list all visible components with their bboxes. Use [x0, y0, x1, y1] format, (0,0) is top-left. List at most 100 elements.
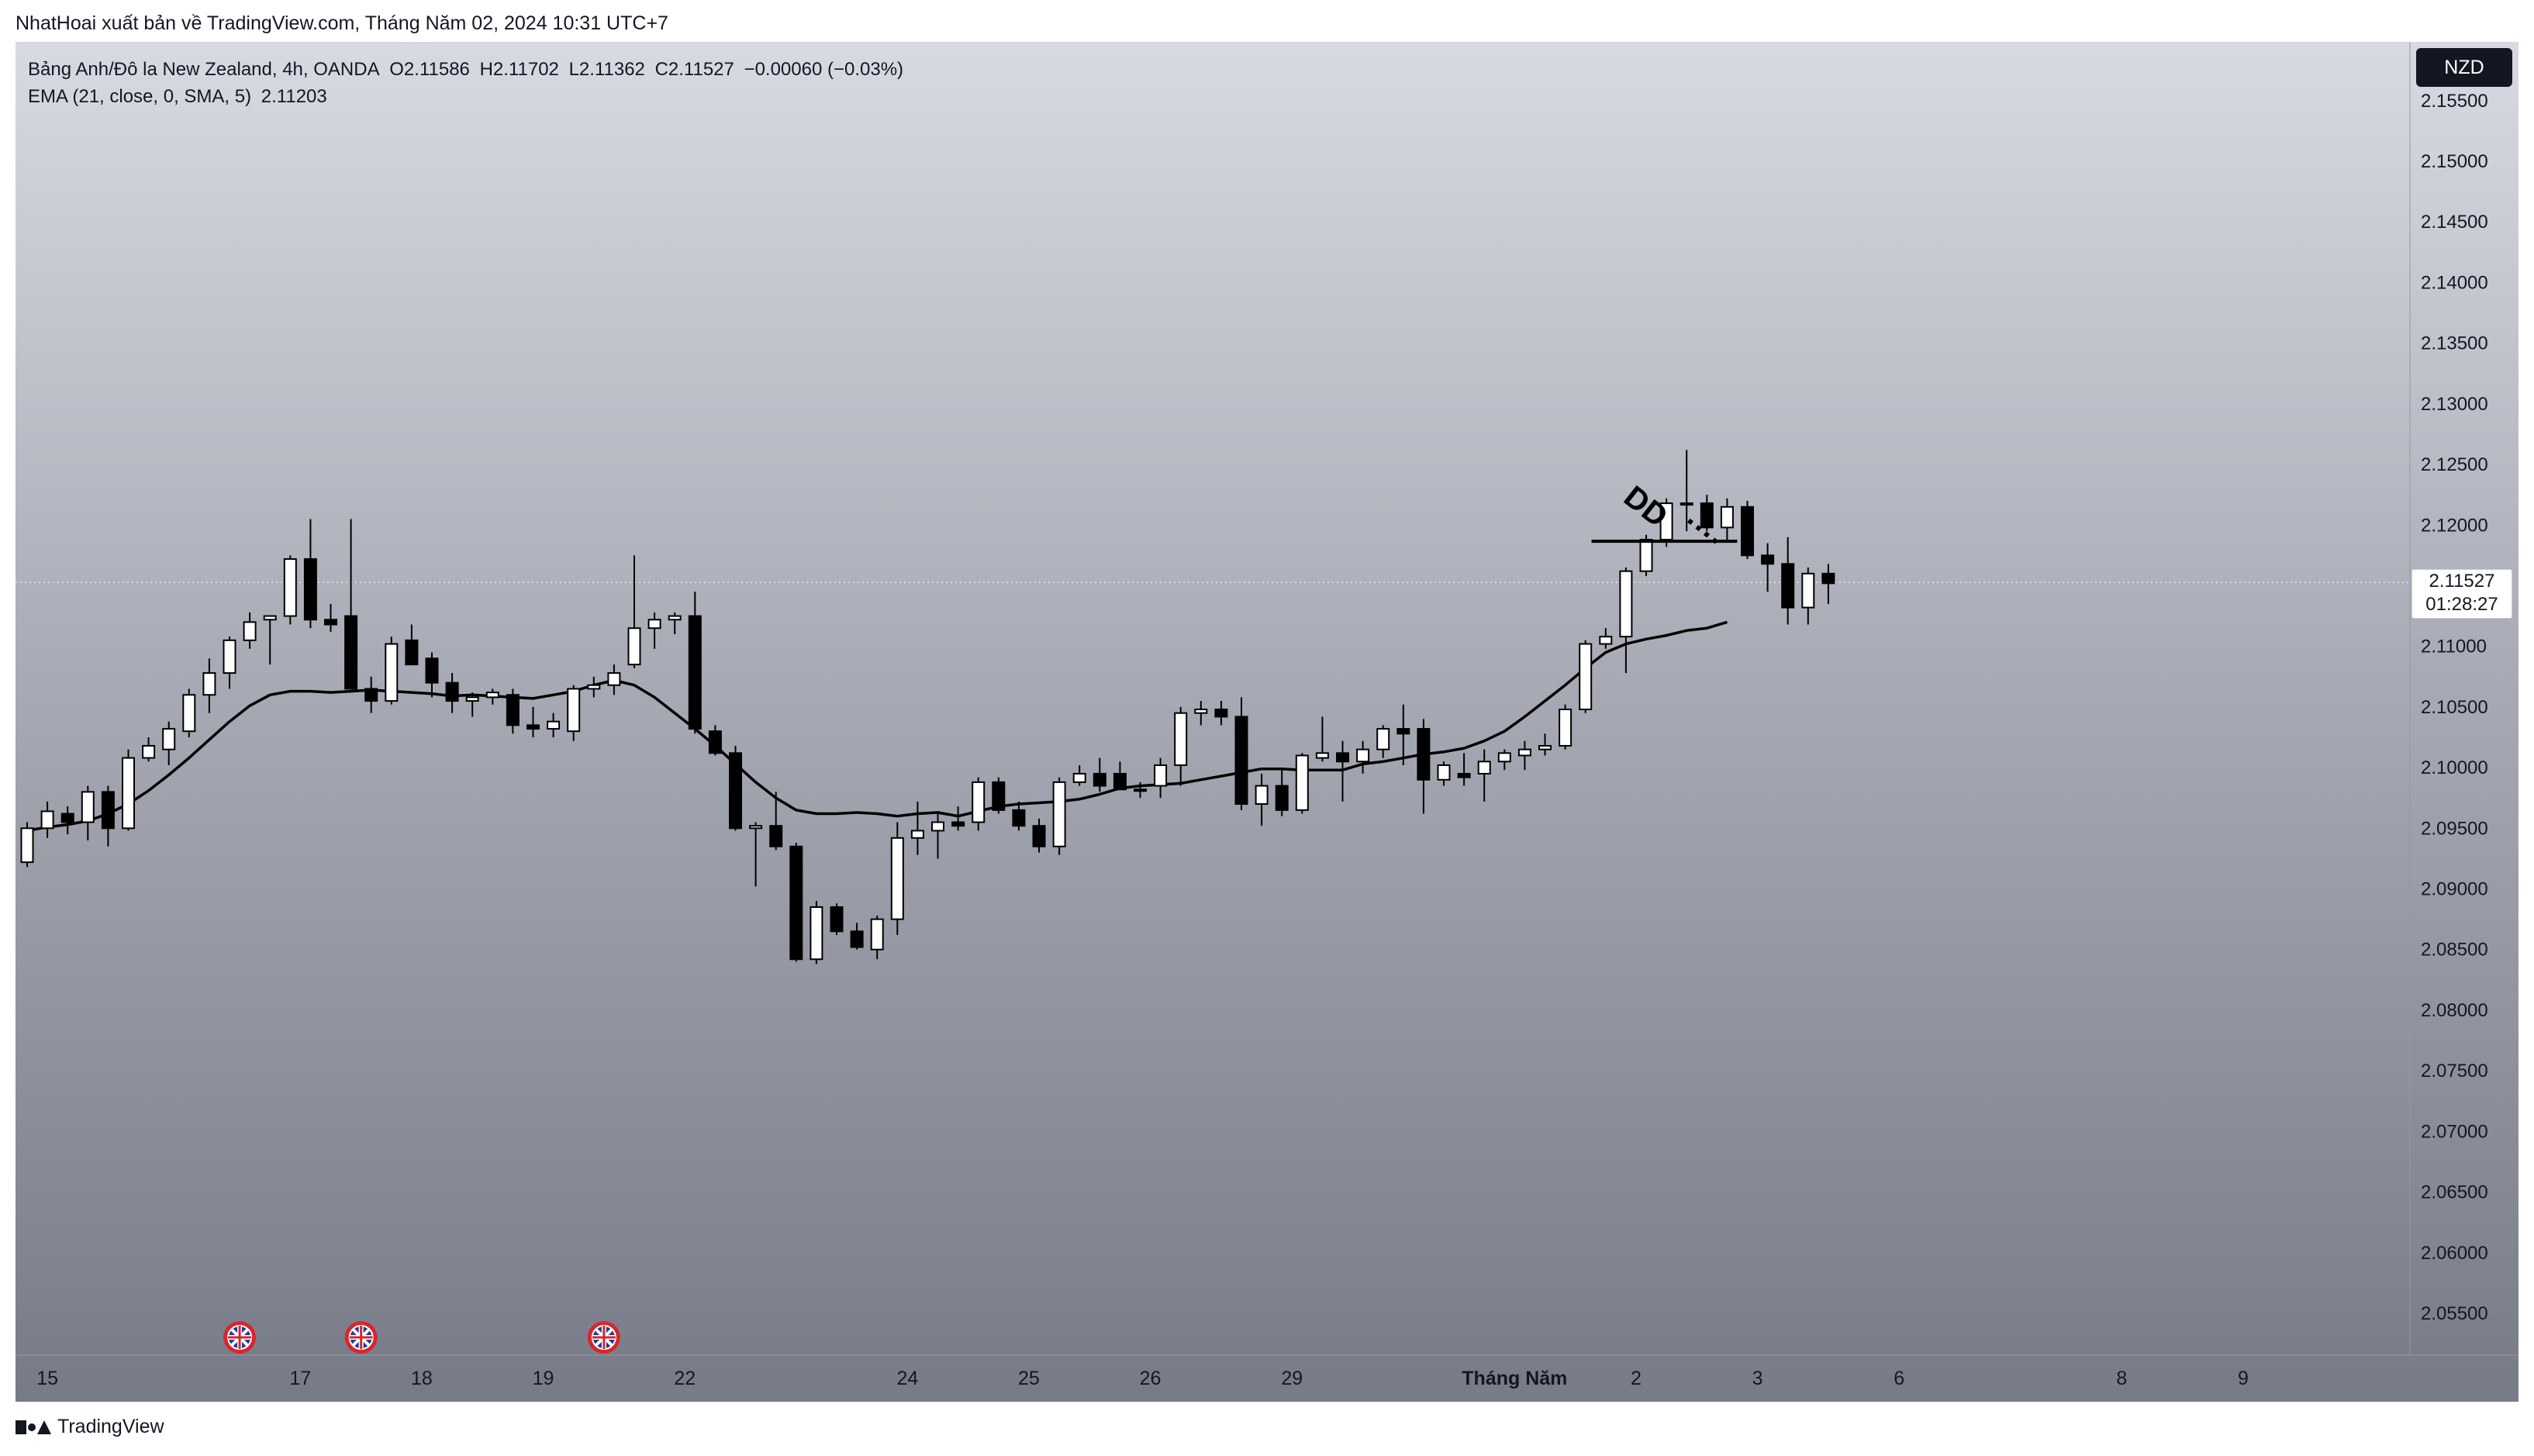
candle[interactable] [992, 777, 1006, 814]
candle[interactable] [1417, 719, 1431, 814]
candle[interactable] [1072, 764, 1086, 786]
candle[interactable] [263, 615, 277, 665]
candle[interactable] [101, 785, 115, 847]
candle[interactable] [547, 712, 561, 737]
candle[interactable] [587, 676, 601, 698]
candle[interactable] [60, 806, 74, 835]
candle[interactable] [526, 706, 540, 737]
candle[interactable] [769, 792, 783, 850]
candle[interactable] [810, 901, 823, 964]
candle[interactable] [162, 721, 176, 765]
candle[interactable] [283, 555, 297, 625]
candle[interactable] [1275, 770, 1289, 816]
candle[interactable] [445, 673, 459, 713]
candle[interactable] [607, 664, 621, 695]
candle[interactable] [202, 658, 216, 713]
time-axis[interactable]: 15 17 18 19 22 24 25 26 29 Tháng Năm 2 3 6 8 9 [36, 1368, 2249, 1389]
candle[interactable] [485, 688, 499, 705]
candle[interactable] [1579, 640, 1593, 713]
candle[interactable] [81, 785, 95, 840]
uk-flag-event-icon[interactable] [344, 1321, 378, 1354]
candle[interactable] [708, 725, 722, 756]
candle[interactable] [1761, 543, 1775, 592]
candle[interactable] [951, 806, 965, 831]
candle[interactable] [1619, 568, 1633, 674]
candle[interactable] [122, 749, 135, 831]
candle[interactable] [243, 612, 257, 649]
drawing-annotations[interactable]: DD ···· [1591, 479, 1738, 558]
candle[interactable] [1093, 757, 1106, 792]
candle[interactable] [364, 676, 378, 713]
candle[interactable] [647, 612, 661, 649]
candle[interactable] [1174, 706, 1188, 786]
candle[interactable] [1214, 701, 1228, 726]
candle[interactable] [1032, 818, 1046, 853]
candle[interactable] [1659, 498, 1673, 547]
candle[interactable] [910, 801, 924, 855]
candle[interactable] [668, 612, 682, 635]
candle[interactable] [1559, 704, 1573, 750]
candle[interactable] [688, 592, 702, 734]
candle[interactable] [729, 745, 742, 831]
candle[interactable] [870, 915, 884, 960]
candle[interactable] [1720, 498, 1734, 540]
candle[interactable] [1821, 564, 1835, 604]
candle[interactable] [1376, 725, 1390, 758]
candle[interactable] [830, 903, 844, 935]
candle[interactable] [303, 519, 317, 629]
candle[interactable] [850, 923, 864, 950]
candle[interactable] [344, 519, 358, 690]
candle[interactable] [182, 688, 196, 737]
candle[interactable] [1538, 733, 1552, 756]
uk-flag-event-icon[interactable] [223, 1321, 257, 1354]
candle[interactable] [931, 813, 944, 859]
candle[interactable] [1113, 761, 1127, 791]
candle[interactable] [465, 692, 479, 717]
candle[interactable] [40, 801, 54, 838]
candle[interactable] [1700, 495, 1714, 532]
candle[interactable] [1194, 701, 1208, 726]
candle[interactable] [1801, 568, 1815, 625]
candle[interactable] [1052, 777, 1066, 855]
price-axis[interactable]: 2.15500 2.15000 2.14500 2.14000 2.13500 2.130… [2410, 42, 2518, 1402]
candle[interactable] [1680, 450, 1693, 532]
candle[interactable] [324, 603, 337, 632]
currency-badge[interactable]: NZD [2416, 48, 2512, 87]
candle[interactable] [1356, 740, 1370, 774]
candle[interactable] [223, 637, 236, 689]
candle[interactable] [1295, 753, 1309, 814]
candle[interactable] [1517, 740, 1531, 771]
candle[interactable] [1255, 773, 1269, 826]
uk-flag-event-icon[interactable] [587, 1321, 620, 1354]
candle[interactable] [567, 685, 581, 741]
footer-brand[interactable]: TradingView [16, 1416, 164, 1438]
candle[interactable] [20, 822, 34, 868]
symbol-title[interactable]: Bảng Anh/Đô la New Zealand, 4h, OANDA [28, 59, 380, 80]
candle[interactable] [1477, 749, 1491, 802]
candlestick-series[interactable] [20, 450, 1835, 964]
candle[interactable] [506, 688, 520, 734]
candle[interactable] [1012, 801, 1026, 831]
candle[interactable] [972, 777, 986, 831]
candle[interactable] [1599, 628, 1613, 649]
candle[interactable] [789, 843, 803, 962]
candle[interactable] [749, 822, 763, 887]
candle[interactable] [1134, 781, 1147, 799]
candle[interactable] [1741, 500, 1754, 560]
candle[interactable] [142, 737, 156, 762]
candle[interactable] [1396, 704, 1410, 765]
candle[interactable] [1497, 749, 1511, 771]
candle[interactable] [890, 822, 904, 935]
candle[interactable] [1154, 757, 1168, 799]
event-markers[interactable] [223, 1321, 620, 1354]
candle[interactable] [405, 624, 419, 666]
candle[interactable] [1457, 753, 1471, 786]
candle[interactable] [1234, 697, 1248, 810]
candle[interactable] [385, 637, 399, 705]
candle[interactable] [1781, 537, 1795, 625]
indicator-title[interactable]: EMA (21, close, 0, SMA, 5) [28, 86, 252, 107]
candle[interactable] [1315, 716, 1329, 762]
candle[interactable] [1336, 740, 1349, 802]
chart-pane[interactable] [16, 42, 2518, 1402]
